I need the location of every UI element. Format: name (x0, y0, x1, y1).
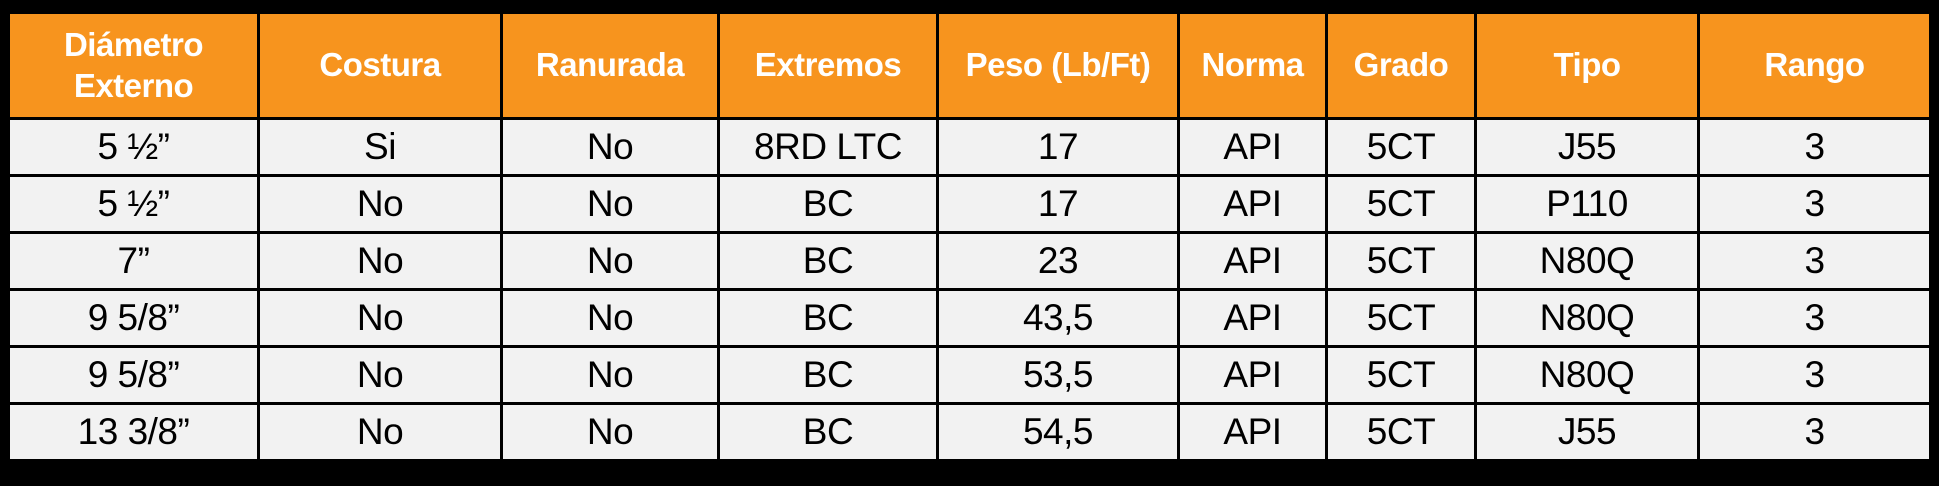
table-cell: J55 (1474, 402, 1700, 462)
table-cell: 3 (1697, 288, 1932, 348)
column-header-costura: Costura (257, 11, 503, 120)
table-cell: 43,5 (936, 288, 1180, 348)
column-header-rango: Rango (1697, 11, 1932, 120)
table-cell: API (1177, 231, 1328, 291)
column-header-tipo: Tipo (1474, 11, 1700, 120)
table-row: 7” No No BC 23 API 5CT N80Q 3 (7, 231, 1932, 291)
table-cell: 7” (7, 231, 260, 291)
table-header: Diámetro Externo Costura Ranurada Extrem… (7, 11, 1932, 120)
table-cell: 9 5/8” (7, 345, 260, 405)
table-cell: BC (717, 231, 939, 291)
table-cell: 5CT (1325, 402, 1477, 462)
table-cell: BC (717, 402, 939, 462)
table-cell: API (1177, 174, 1328, 234)
table-cell: BC (717, 345, 939, 405)
table-cell: No (257, 288, 503, 348)
column-header-diametro-externo: Diámetro Externo (7, 11, 260, 120)
table-cell: 5 ½” (7, 117, 260, 177)
table-cell: 5 ½” (7, 174, 260, 234)
table-cell: 54,5 (936, 402, 1180, 462)
table-cell: 17 (936, 117, 1180, 177)
table-cell: BC (717, 174, 939, 234)
column-header-norma: Norma (1177, 11, 1328, 120)
table-cell: P110 (1474, 174, 1700, 234)
table-cell: J55 (1474, 117, 1700, 177)
table-cell: API (1177, 345, 1328, 405)
column-header-ranurada: Ranurada (500, 11, 720, 120)
table-cell: 5CT (1325, 288, 1477, 348)
table-cell: No (500, 117, 720, 177)
column-header-grado: Grado (1325, 11, 1477, 120)
column-header-peso: Peso (Lb/Ft) (936, 11, 1180, 120)
table-cell: No (500, 288, 720, 348)
table-cell: 3 (1697, 345, 1932, 405)
table-cell: 53,5 (936, 345, 1180, 405)
table-cell: API (1177, 402, 1328, 462)
table-cell: 3 (1697, 402, 1932, 462)
table-cell: No (500, 174, 720, 234)
table-cell: 13 3/8” (7, 402, 260, 462)
table-cell: No (500, 231, 720, 291)
table-cell: No (257, 231, 503, 291)
table-cell: API (1177, 117, 1328, 177)
table-cell: No (257, 174, 503, 234)
column-header-extremos: Extremos (717, 11, 939, 120)
table-cell: 5CT (1325, 174, 1477, 234)
table-row: 5 ½” No No BC 17 API 5CT P110 3 (7, 174, 1932, 234)
table-cell: No (257, 345, 503, 405)
table-cell: 5CT (1325, 345, 1477, 405)
table-cell: 5CT (1325, 117, 1477, 177)
table-row: 9 5/8” No No BC 53,5 API 5CT N80Q 3 (7, 345, 1932, 405)
pipe-spec-table: Diámetro Externo Costura Ranurada Extrem… (7, 11, 1932, 462)
table-cell: API (1177, 288, 1328, 348)
table-cell: 9 5/8” (7, 288, 260, 348)
table-cell: 5CT (1325, 231, 1477, 291)
table-cell: N80Q (1474, 231, 1700, 291)
table-cell: 3 (1697, 231, 1932, 291)
table-cell: 17 (936, 174, 1180, 234)
table-cell: 8RD LTC (717, 117, 939, 177)
table-row: 13 3/8” No No BC 54,5 API 5CT J55 3 (7, 402, 1932, 462)
table-cell: N80Q (1474, 288, 1700, 348)
table-cell: 3 (1697, 174, 1932, 234)
table-cell: Si (257, 117, 503, 177)
table-cell: No (500, 402, 720, 462)
header-row: Diámetro Externo Costura Ranurada Extrem… (7, 11, 1932, 120)
table-cell: BC (717, 288, 939, 348)
table-row: 5 ½” Si No 8RD LTC 17 API 5CT J55 3 (7, 117, 1932, 177)
table-row: 9 5/8” No No BC 43,5 API 5CT N80Q 3 (7, 288, 1932, 348)
table-cell: 23 (936, 231, 1180, 291)
table-body: 5 ½” Si No 8RD LTC 17 API 5CT J55 3 5 ½” No No BC 17 A… (7, 117, 1932, 462)
table-cell: No (257, 402, 503, 462)
table-cell: N80Q (1474, 345, 1700, 405)
table-cell: 3 (1697, 117, 1932, 177)
table-cell: No (500, 345, 720, 405)
